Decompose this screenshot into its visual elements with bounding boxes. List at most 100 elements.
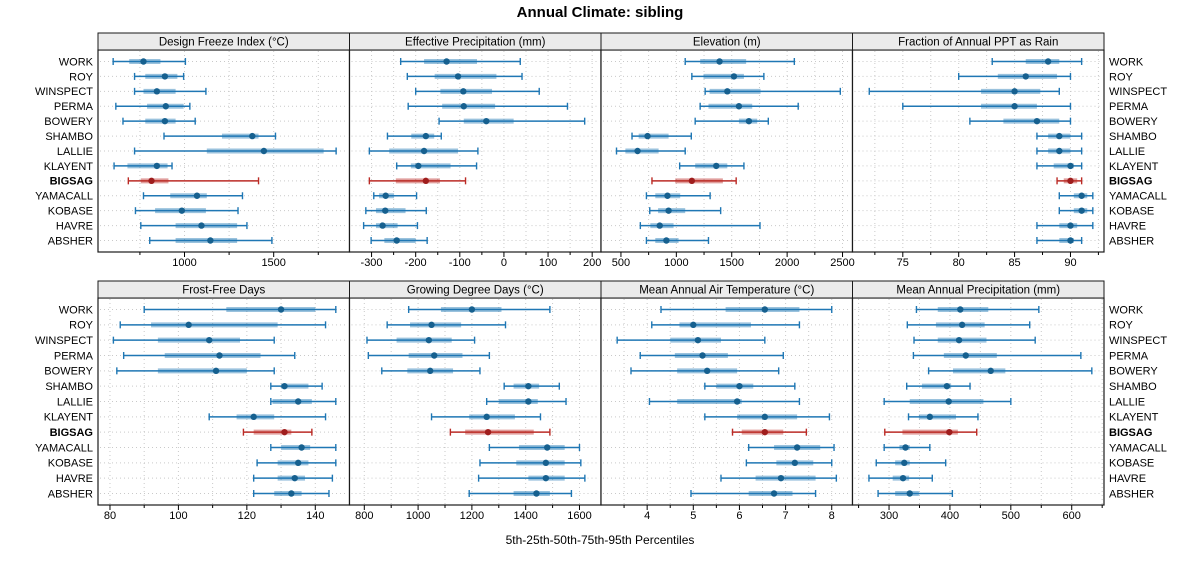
station-label-left: WINSPECT <box>35 335 93 347</box>
station-label-left: BIGSAG <box>50 427 93 439</box>
median-dot <box>735 103 743 110</box>
panel-header-label: Design Freeze Index (°C) <box>159 37 289 49</box>
median-dot <box>688 177 696 185</box>
median-dot <box>656 222 663 229</box>
station-label-left: PERMA <box>54 101 94 113</box>
median-dot <box>664 192 671 199</box>
median-dot <box>206 336 213 344</box>
median-dot <box>946 428 953 436</box>
median-dot <box>161 117 169 125</box>
station-label-right: KLAYENT <box>1109 412 1159 424</box>
station-label-left: KOBASE <box>48 458 93 470</box>
station-label-right: BOWERY <box>1109 116 1158 128</box>
median-dot <box>761 428 769 436</box>
station-label-right: ROY <box>1109 320 1134 332</box>
station-label-left: BOWERY <box>44 366 93 378</box>
median-dot <box>460 103 467 110</box>
median-dot <box>483 413 490 421</box>
median-dot <box>899 474 907 482</box>
panel-header <box>852 32 1105 51</box>
tick-label: 2500 <box>830 257 854 269</box>
median-dot <box>761 413 769 421</box>
tick-label: 6 <box>736 510 742 522</box>
median-dot <box>291 474 298 482</box>
median-dot <box>393 237 400 244</box>
median-dot <box>644 132 651 140</box>
station-label-right: YAMACALL <box>1109 191 1167 203</box>
median-dot <box>699 352 706 359</box>
tick-label: 100 <box>539 257 557 269</box>
median-dot <box>207 237 214 244</box>
median-dot <box>1067 237 1074 244</box>
station-label-left: ROY <box>69 71 94 83</box>
axis-label: 5th-25th-50th-75th-95th Percentiles <box>505 533 695 547</box>
tick-label: -100 <box>449 257 471 269</box>
median-dot <box>1067 177 1074 185</box>
tick-label: 85 <box>1008 257 1020 269</box>
median-dot <box>153 88 161 95</box>
median-dot <box>288 490 295 497</box>
panel-header-label: Elevation (m) <box>693 37 761 49</box>
median-dot <box>1022 73 1029 80</box>
median-dot <box>468 306 476 313</box>
station-label-left: SHAMBO <box>45 381 93 393</box>
median-dot <box>542 459 550 467</box>
median-dot <box>454 73 462 80</box>
median-dot <box>193 192 201 199</box>
median-dot <box>733 398 741 405</box>
panel-header-label: Mean Annual Precipitation (mm) <box>896 285 1060 297</box>
median-dot <box>958 321 966 329</box>
median-dot <box>431 352 438 359</box>
station-label-right: BOWERY <box>1109 366 1158 378</box>
median-dot <box>525 382 532 390</box>
station-label-right: LALLIE <box>1109 396 1145 408</box>
panel-header-label: Fraction of Annual PPT as Rain <box>898 37 1058 49</box>
station-label-right: KLAYENT <box>1109 161 1159 173</box>
median-dot <box>745 117 753 125</box>
tick-label: 1000 <box>172 257 196 269</box>
median-dot <box>415 162 422 170</box>
panel-header-label: Frost-Free Days <box>182 285 265 297</box>
station-label-right: YAMACALL <box>1109 442 1167 454</box>
panel-header-label: Growing Degree Days (°C) <box>407 285 544 297</box>
tick-label: 8 <box>829 510 835 522</box>
median-dot <box>791 459 799 467</box>
median-dot <box>298 444 305 451</box>
median-dot <box>460 88 467 95</box>
station-label-left: KLAYENT <box>44 161 94 173</box>
station-label-left: WINSPECT <box>35 86 93 98</box>
tick-label: 7 <box>783 510 789 522</box>
median-dot <box>730 73 738 80</box>
median-dot <box>793 444 801 451</box>
tick-label: 2000 <box>775 257 799 269</box>
median-dot <box>906 490 913 497</box>
median-dot <box>198 222 205 229</box>
panel-header-label: Effective Precipitation (mm) <box>405 37 546 49</box>
median-dot <box>422 177 430 185</box>
median-dot <box>249 132 256 140</box>
tick-label: 200 <box>583 257 601 269</box>
median-dot <box>943 382 951 390</box>
station-label-left: LALLIE <box>57 146 93 158</box>
station-label-left: ABSHER <box>48 488 93 500</box>
median-dot <box>281 428 288 436</box>
median-dot <box>294 398 302 405</box>
median-dot <box>484 428 492 436</box>
median-dot <box>703 367 711 375</box>
station-label-right: HAVRE <box>1109 220 1146 232</box>
tick-label: 500 <box>612 257 630 269</box>
median-dot <box>1033 117 1041 125</box>
tick-label: -200 <box>405 257 427 269</box>
median-dot <box>178 207 186 214</box>
station-label-left: HAVRE <box>56 473 93 485</box>
median-dot <box>281 382 288 390</box>
station-label-left: BIGSAG <box>50 176 93 188</box>
median-dot <box>663 237 670 244</box>
tick-label: 1200 <box>460 510 484 522</box>
tick-label: 600 <box>1063 510 1081 522</box>
station-label-left: ABSHER <box>48 235 93 247</box>
station-label-right: BIGSAG <box>1109 427 1152 439</box>
tick-label: 800 <box>355 510 373 522</box>
median-dot <box>544 444 551 451</box>
